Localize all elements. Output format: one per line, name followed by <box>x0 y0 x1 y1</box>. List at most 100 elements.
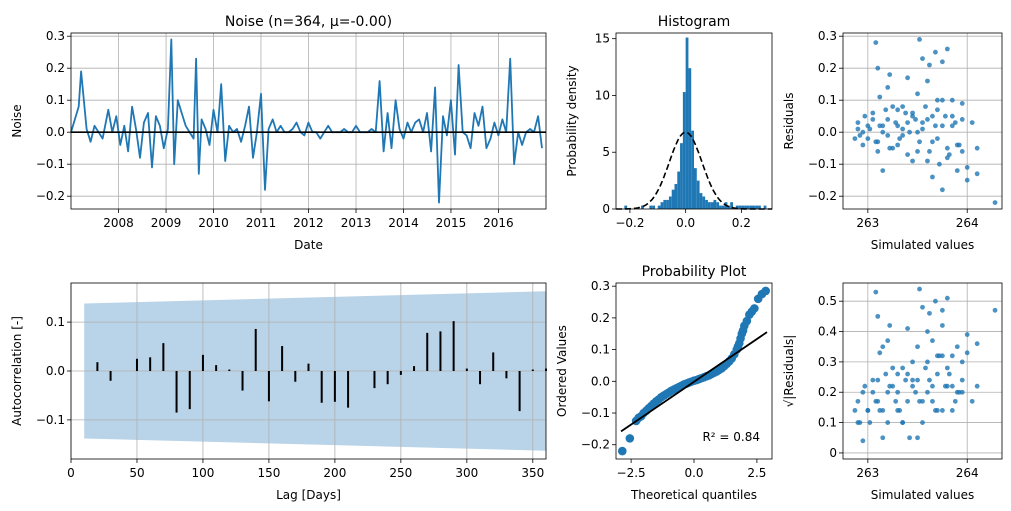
sqrt-residual-point <box>852 408 858 413</box>
sqrt-residual-point <box>974 383 980 389</box>
sqrt-residual-point <box>873 398 879 404</box>
sqrt-residual-point <box>860 389 866 395</box>
residual-point <box>933 49 938 55</box>
y-tick-label: −0.1 <box>581 406 610 420</box>
residual-point <box>935 136 940 142</box>
histogram-bar <box>657 205 661 209</box>
residual-point <box>880 168 886 174</box>
residuals-panel: 263 264 −0.2 −0.1 0.0 0.1 0.2 0.3 Simulated valu… <box>782 29 1003 252</box>
residual-point <box>946 152 952 158</box>
residual-point <box>870 110 876 116</box>
residual-point <box>920 120 925 125</box>
x-tick-label: 250 <box>389 466 412 480</box>
sqrt-residual-point <box>942 383 948 389</box>
residual-point <box>939 97 945 103</box>
x-tick-label: 2012 <box>293 216 324 230</box>
sqrt-residual-point <box>964 332 970 337</box>
y-tick-label: 0.2 <box>46 61 65 75</box>
sqrt-residual-point <box>867 420 873 425</box>
residual-point <box>855 120 861 125</box>
sqrt-residual-point <box>905 326 910 331</box>
residual-point <box>923 104 928 109</box>
residual-point <box>915 91 920 97</box>
histogram-bar <box>649 205 653 209</box>
sqrt-residual-point <box>890 365 896 371</box>
sqrt-residual-point <box>935 371 940 377</box>
histogram-bar <box>730 202 733 209</box>
sqrt-residual-point <box>895 371 901 377</box>
histogram-bar <box>716 202 720 209</box>
sqrt-residual-point <box>862 383 868 389</box>
sqrt-residual-point <box>903 377 909 383</box>
residual-point <box>910 158 915 164</box>
y-tick-label: −0.1 <box>36 413 65 427</box>
histogram-bar <box>696 180 700 209</box>
noise-series-line <box>70 38 543 204</box>
axes-frame <box>842 282 1003 460</box>
x-tick-label: 2015 <box>436 216 467 230</box>
residual-point <box>880 129 886 135</box>
residual-point <box>959 149 965 154</box>
residual-point <box>885 133 891 138</box>
residual-point <box>885 85 891 90</box>
residual-point <box>905 152 910 158</box>
histogram-bar <box>677 171 681 209</box>
sqrt-residual-point <box>933 408 938 413</box>
y-axis-label: Autocorrelation [-] <box>10 316 24 426</box>
y-tick-label: 0.3 <box>818 29 837 43</box>
axes-frame <box>615 32 773 210</box>
x-tick-label: 264 <box>956 216 979 230</box>
y-tick-label: −0.2 <box>808 189 837 203</box>
sqrt-residual-point <box>923 365 928 371</box>
residual-point <box>857 133 863 138</box>
y-tick-label: 0.5 <box>818 294 837 308</box>
sqrt-residual-point <box>905 371 910 377</box>
x-axis-label: Lag [Days] <box>276 488 341 502</box>
y-axis-label: Probability density <box>565 65 579 176</box>
histogram-bar <box>671 189 675 209</box>
residual-point <box>949 97 955 103</box>
residual-point <box>917 139 922 145</box>
residual-point <box>915 149 920 154</box>
histogram-bar <box>746 205 750 209</box>
histogram-bar <box>752 205 756 209</box>
y-tick-label: −0.1 <box>808 157 837 171</box>
residual-point <box>900 133 906 138</box>
residual-point <box>925 78 930 84</box>
y-tick-label: 0 <box>829 446 837 460</box>
histogram-bar <box>666 199 669 209</box>
histogram-bar <box>674 184 678 209</box>
residual-point <box>920 126 925 132</box>
sqrt-residual-point <box>952 398 958 404</box>
sqrt-residual-point <box>893 398 899 404</box>
residual-point <box>944 145 950 151</box>
sqrt-residual-point <box>887 383 893 389</box>
sqrt-residual-point <box>935 353 940 359</box>
sqrt-residual-point <box>959 359 965 365</box>
sqrt-residual-point <box>907 435 912 441</box>
residual-point <box>913 117 918 122</box>
sqrt-residual-point <box>887 323 893 328</box>
histogram-bar <box>741 205 745 209</box>
x-tick-label: 100 <box>191 466 214 480</box>
sqrt-residual-point <box>875 313 881 319</box>
y-tick-label: 10 <box>595 88 610 102</box>
residual-point <box>905 120 910 125</box>
sqrt-residual-point <box>949 353 955 359</box>
histogram-bar <box>668 196 672 209</box>
residual-point <box>873 139 879 145</box>
histogram-bar <box>680 143 683 209</box>
sqrt-residual-point <box>930 383 935 389</box>
x-tick-label: 2016 <box>483 216 514 230</box>
x-tick-label: −0.2 <box>615 216 644 230</box>
residual-point <box>887 72 893 77</box>
sqrt-residual-point <box>925 329 930 334</box>
y-tick-label: 0.3 <box>818 355 837 369</box>
y-tick-label: 0.1 <box>818 416 837 430</box>
sqrt-residual-point <box>870 389 876 395</box>
residual-point <box>917 37 922 42</box>
sqrt-residual-point <box>925 359 930 365</box>
sqrt-residual-point <box>959 377 965 383</box>
residual-point <box>927 149 932 154</box>
